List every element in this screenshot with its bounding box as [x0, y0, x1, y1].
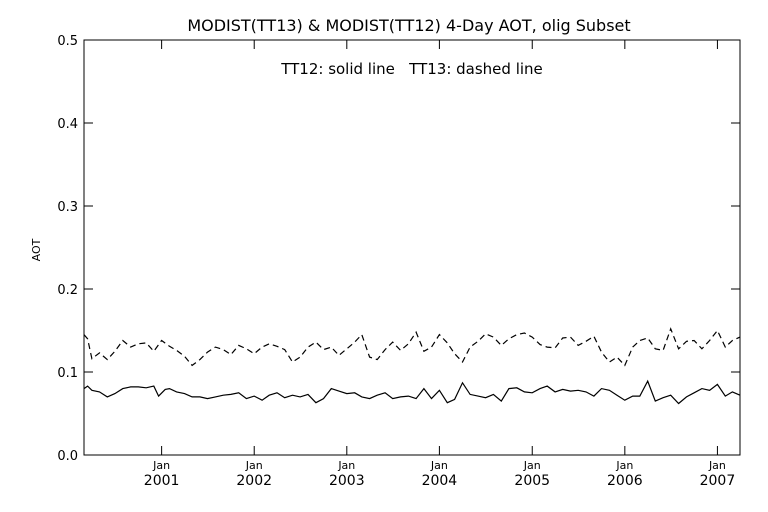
x-tick-month-label: Jan	[430, 459, 448, 472]
plot-frame	[83, 39, 741, 456]
y-axis: 0.0 0.1 0.2 0.3 0.4 0.5	[57, 34, 740, 464]
x-tick-year-label: 2004	[422, 473, 458, 489]
y-tick-label: 0.4	[57, 117, 78, 132]
x-tick-month-label: Jan	[708, 459, 726, 472]
x-axis: Jan2001Jan2002Jan2003Jan2004Jan2005Jan20…	[144, 40, 735, 489]
x-tick-month-label: Jan	[152, 459, 170, 472]
chart-title: MODIST(TT13) & MODIST(TT12) 4-Day AOT, o…	[187, 16, 630, 35]
series-line-solid	[83, 379, 741, 405]
x-tick-year-label: 2003	[329, 473, 365, 489]
x-tick-month-label: Jan	[523, 459, 541, 472]
y-tick-label: 0.5	[57, 34, 78, 49]
series-line-dashed	[83, 327, 741, 367]
x-tick-year-label: 2007	[700, 473, 736, 489]
y-tick-label: 0.0	[57, 449, 78, 464]
y-axis-label: AOT	[30, 238, 43, 261]
x-tick-month-label: Jan	[245, 459, 263, 472]
x-tick-year-label: 2002	[236, 473, 272, 489]
x-tick-month-label: Jan	[337, 459, 355, 472]
y-tick-label: 0.1	[57, 366, 78, 381]
x-tick-year-label: 2005	[514, 473, 550, 489]
series-layer	[83, 327, 741, 405]
x-tick-year-label: 2001	[144, 473, 180, 489]
y-tick-label: 0.2	[57, 283, 78, 298]
y-tick-label: 0.3	[57, 200, 78, 215]
x-tick-month-label: Jan	[615, 459, 633, 472]
series-annotation: TT12: solid line TT13: dashed line	[280, 60, 543, 78]
x-tick-year-label: 2006	[607, 473, 643, 489]
